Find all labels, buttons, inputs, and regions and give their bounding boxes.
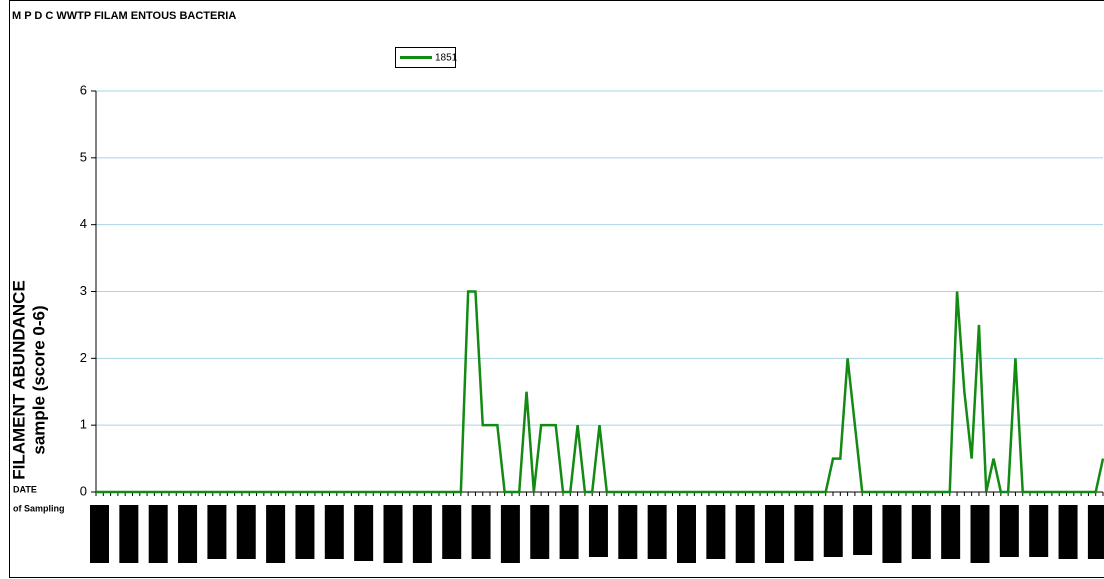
- date-label-block: [90, 505, 109, 563]
- date-label-block: [207, 505, 227, 559]
- y-tick-label: 6: [80, 82, 87, 97]
- date-label-block: [1058, 505, 1078, 559]
- y-tick-label: 3: [80, 283, 87, 298]
- date-label-block: [559, 505, 579, 559]
- date-label-block: [882, 505, 902, 563]
- date-label-block: [999, 505, 1019, 557]
- date-label-block: [442, 505, 462, 559]
- date-label-block: [588, 505, 608, 557]
- legend-label: 1851: [435, 53, 458, 64]
- y-axis-label: sample (score 0-6): [29, 305, 48, 454]
- date-label-block: [677, 505, 696, 563]
- date-label-block: [383, 505, 403, 563]
- date-label-block: [765, 505, 785, 563]
- y-tick-label: 0: [80, 483, 87, 498]
- date-label-block: [911, 505, 931, 559]
- date-label-block: [471, 505, 491, 559]
- date-label-block: [823, 505, 843, 557]
- date-label-block: [148, 505, 168, 563]
- y-tick-label: 2: [80, 350, 87, 365]
- y-tick-label: 1: [80, 417, 87, 432]
- date-label-block: [412, 505, 432, 563]
- date-label-block: [324, 505, 344, 559]
- y-tick-label: 4: [80, 216, 87, 231]
- date-label-block: [1087, 505, 1104, 559]
- x-axis-label: DATE: [13, 484, 37, 494]
- date-label-block: [618, 505, 638, 559]
- date-label-block: [119, 505, 139, 563]
- date-label-block: [1029, 505, 1049, 557]
- date-label-block: [236, 505, 256, 559]
- date-label-block: [970, 505, 990, 563]
- date-label-block: [178, 505, 198, 563]
- y-tick-label: 5: [80, 149, 87, 164]
- date-label-block: [647, 505, 667, 559]
- date-label-block: [530, 505, 550, 559]
- data-line: [96, 290, 1104, 494]
- x-axis-label: of Sampling: [13, 503, 65, 513]
- chart-title: M P D C WWTP FILAM ENTOUS BACTERIA: [12, 10, 236, 22]
- date-label-block: [295, 505, 315, 559]
- chart-border: [9, 0, 1104, 578]
- y-axis-label: FILAMENT ABUNDANCE: [9, 280, 28, 480]
- date-label-block: [706, 505, 726, 559]
- date-label-block: [794, 505, 814, 561]
- date-label-block: [735, 505, 755, 563]
- date-label-block: [354, 505, 374, 561]
- date-label-block: [266, 505, 286, 563]
- date-label-block: [941, 505, 961, 559]
- date-label-block: [853, 505, 873, 555]
- date-label-block: [500, 505, 520, 563]
